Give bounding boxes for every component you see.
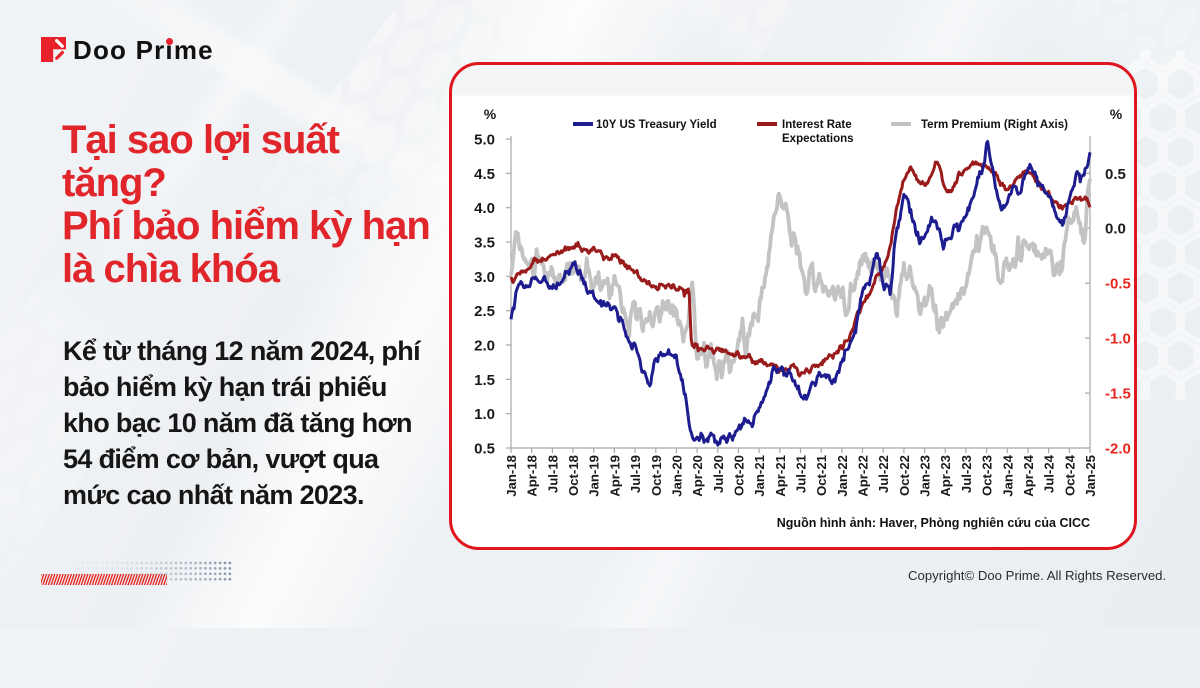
- svg-text:Oct-23: Oct-23: [980, 455, 995, 496]
- svg-text:Apr-19: Apr-19: [607, 455, 622, 497]
- svg-text:Apr-20: Apr-20: [690, 455, 705, 497]
- svg-text:Oct-20: Oct-20: [732, 455, 747, 496]
- svg-text:0.5: 0.5: [1105, 166, 1126, 183]
- svg-text:Jan-22: Jan-22: [835, 455, 850, 497]
- svg-text:%: %: [484, 106, 497, 122]
- svg-text:-2.0: -2.0: [1105, 441, 1131, 458]
- svg-text:Apr-24: Apr-24: [1021, 454, 1036, 496]
- svg-text:Apr-23: Apr-23: [938, 455, 953, 497]
- svg-text:1.5: 1.5: [474, 372, 495, 389]
- svg-text:Oct-18: Oct-18: [566, 455, 581, 496]
- svg-text:Jul-20: Jul-20: [711, 455, 726, 493]
- svg-text:Jan-20: Jan-20: [669, 455, 684, 497]
- svg-text:0.5: 0.5: [474, 441, 495, 458]
- svg-text:3.5: 3.5: [474, 235, 495, 252]
- svg-text:Interest Rate: Interest Rate: [782, 119, 852, 131]
- svg-text:Jan-21: Jan-21: [752, 455, 767, 497]
- svg-text:0.0: 0.0: [1105, 221, 1126, 238]
- svg-text:-1.0: -1.0: [1105, 331, 1131, 348]
- svg-text:Expectations: Expectations: [782, 133, 854, 145]
- svg-text:Jul-18: Jul-18: [545, 455, 560, 493]
- svg-text:5.0: 5.0: [474, 132, 495, 149]
- svg-text:-0.5: -0.5: [1105, 276, 1131, 293]
- svg-text:-1.5: -1.5: [1105, 386, 1131, 403]
- svg-text:1.0: 1.0: [474, 406, 495, 423]
- svg-text:%: %: [1110, 106, 1123, 122]
- svg-text:Jul-19: Jul-19: [628, 455, 643, 493]
- svg-text:4.5: 4.5: [474, 166, 495, 183]
- svg-text:Jul-24: Jul-24: [1042, 454, 1057, 493]
- svg-text:Oct-22: Oct-22: [897, 455, 912, 496]
- svg-text:2.0: 2.0: [474, 338, 495, 355]
- svg-text:3.0: 3.0: [474, 269, 495, 286]
- svg-text:Jul-23: Jul-23: [959, 455, 974, 493]
- svg-text:10Y US Treasury Yield: 10Y US Treasury Yield: [596, 119, 717, 131]
- svg-text:Apr-18: Apr-18: [525, 455, 540, 497]
- svg-text:Jan-18: Jan-18: [504, 455, 519, 497]
- svg-text:4.0: 4.0: [474, 200, 495, 217]
- svg-text:Jan-23: Jan-23: [918, 455, 933, 497]
- svg-text:Oct-19: Oct-19: [649, 455, 664, 496]
- svg-text:Jul-21: Jul-21: [794, 455, 809, 493]
- svg-text:Apr-22: Apr-22: [856, 455, 871, 497]
- svg-text:Jan-19: Jan-19: [587, 455, 602, 497]
- svg-text:Jan-24: Jan-24: [1000, 454, 1015, 496]
- svg-text:2.5: 2.5: [474, 303, 495, 320]
- svg-text:Nguồn hình ảnh: Haver, Phòng n: Nguồn hình ảnh: Haver, Phòng nghiên cứu …: [777, 516, 1090, 530]
- svg-text:Oct-24: Oct-24: [1062, 454, 1077, 496]
- svg-text:Term Premium (Right Axis): Term Premium (Right Axis): [921, 119, 1068, 131]
- svg-text:Jul-22: Jul-22: [876, 455, 891, 493]
- svg-text:Apr-21: Apr-21: [773, 455, 788, 497]
- svg-text:Jan-25: Jan-25: [1083, 455, 1098, 497]
- svg-text:Oct-21: Oct-21: [814, 455, 829, 496]
